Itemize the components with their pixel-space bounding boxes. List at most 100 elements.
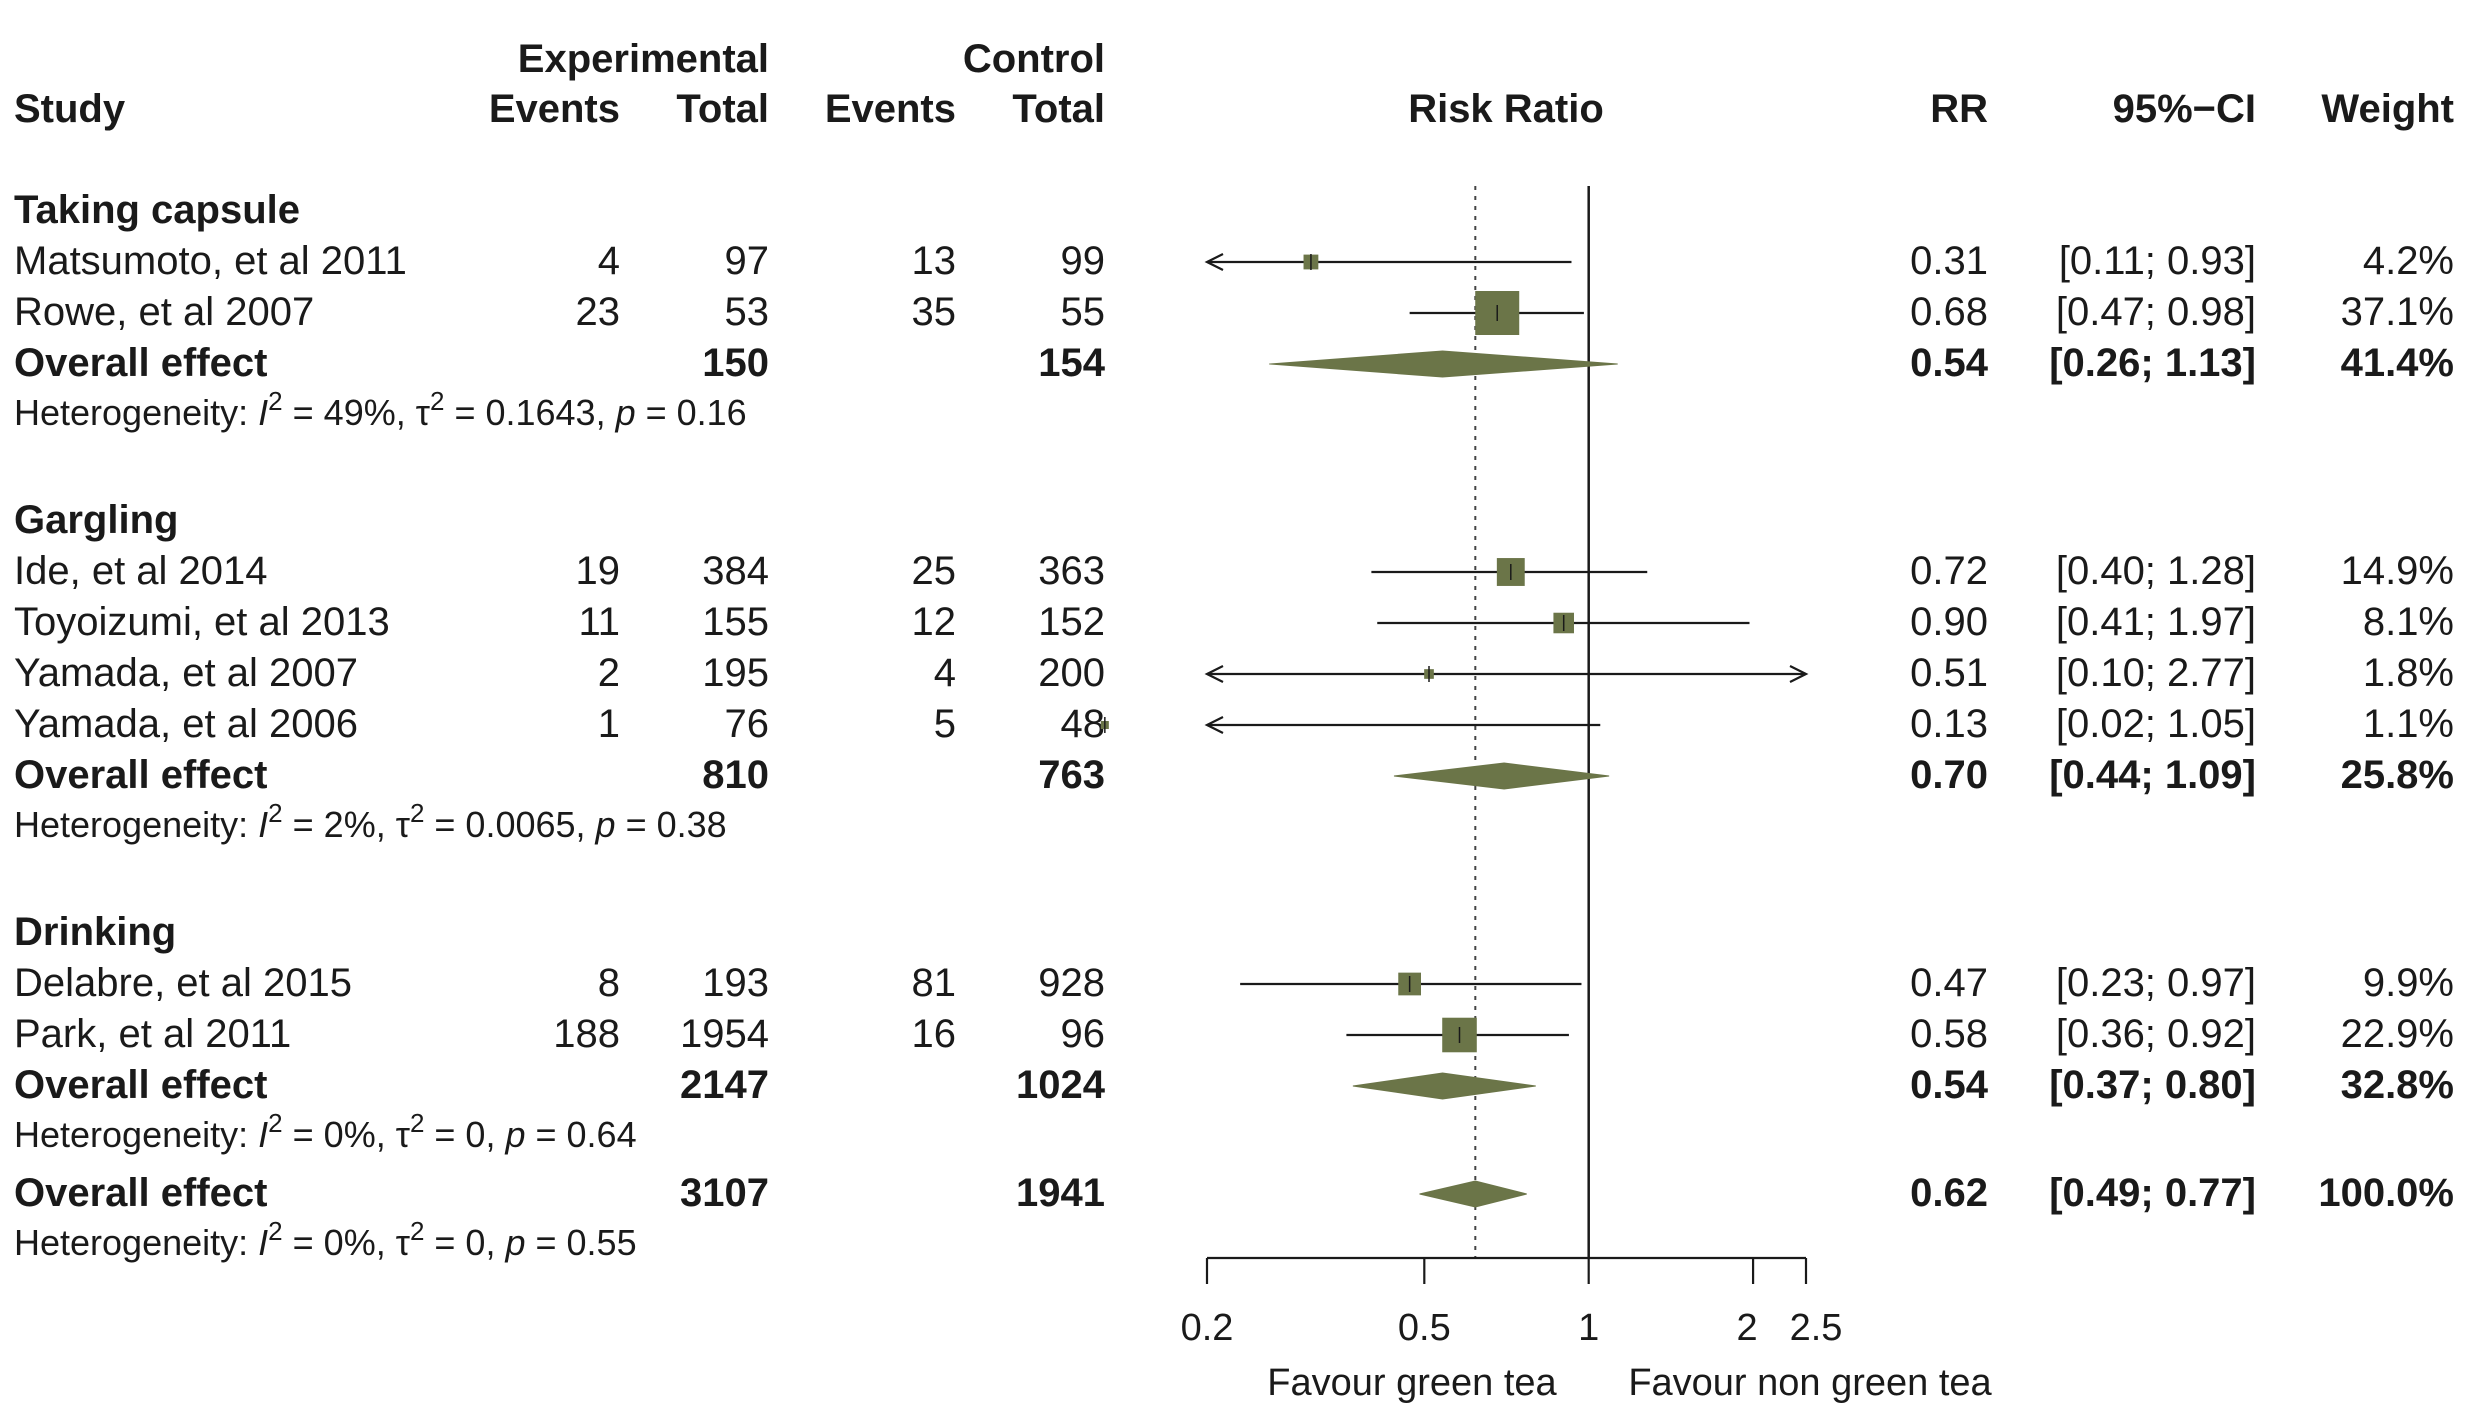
study-ci: [0.47; 0.98]: [2056, 290, 2256, 334]
x-axis-tick-label: 0.2: [1181, 1307, 1234, 1349]
subgroup-weight: 32.8%: [2341, 1063, 2454, 1107]
overall-weight: 100.0%: [2318, 1171, 2454, 1215]
subgroup-ctrl-total: 1024: [1016, 1063, 1106, 1107]
ctrl-total: 96: [1061, 1012, 1106, 1056]
exp-events: 23: [576, 290, 621, 334]
ctrl-total: 152: [1038, 600, 1105, 644]
overall-diamond: [1419, 1180, 1527, 1208]
subgroup-exp-total: 150: [702, 341, 769, 385]
ctrl-events: 12: [912, 600, 957, 644]
subgroup-rr: 0.70: [1910, 753, 1988, 797]
ctrl-total: 55: [1061, 290, 1106, 334]
subgroup-diamond: [1393, 762, 1610, 790]
header-exp-total: Total: [676, 87, 769, 131]
exp-total: 155: [702, 600, 769, 644]
ctrl-events: 35: [912, 290, 957, 334]
exp-events: 188: [553, 1012, 620, 1056]
study-name: Matsumoto, et al 2011: [14, 239, 407, 283]
exp-total: 97: [725, 239, 770, 283]
study-name: Ide, et al 2014: [14, 549, 268, 593]
study-rr: 0.31: [1910, 239, 1988, 283]
exp-total: 53: [725, 290, 770, 334]
exp-total: 193: [702, 961, 769, 1005]
study-name: Park, et al 2011: [14, 1012, 291, 1056]
subgroup-ctrl-total: 763: [1038, 753, 1105, 797]
subgroup-overall-label: Overall effect: [14, 753, 267, 797]
favour-left-label: Favour green tea: [1267, 1362, 1557, 1404]
study-rr: 0.58: [1910, 1012, 1988, 1056]
study-ci: [0.40; 1.28]: [2056, 549, 2256, 593]
ci-arrow-left: [1204, 665, 1224, 683]
group-title: Drinking: [14, 910, 176, 954]
study-weight: 14.9%: [2341, 549, 2454, 593]
ctrl-events: 4: [934, 651, 956, 695]
subgroup-overall-label: Overall effect: [14, 1063, 267, 1107]
subgroup-diamond: [1352, 1072, 1536, 1100]
subgroup-ci: [0.44; 1.09]: [2049, 753, 2256, 797]
header-ctrl-total: Total: [1012, 87, 1105, 131]
group-title: Taking capsule: [14, 188, 300, 232]
study-ci: [0.23; 0.97]: [2056, 961, 2256, 1005]
ctrl-total: 200: [1038, 651, 1105, 695]
study-rr: 0.13: [1910, 702, 1988, 746]
subgroup-ci: [0.26; 1.13]: [2049, 341, 2256, 385]
study-weight: 1.8%: [2363, 651, 2454, 695]
exp-total: 384: [702, 549, 769, 593]
exp-events: 8: [598, 961, 620, 1005]
subgroup-ci: [0.37; 0.80]: [2049, 1063, 2256, 1107]
header-ci: 95%−CI: [2113, 87, 2256, 131]
study-weight: 4.2%: [2363, 239, 2454, 283]
subgroup-ctrl-total: 154: [1038, 341, 1105, 385]
study-name: Yamada, et al 2007: [14, 651, 358, 695]
overall-exp-total: 3107: [680, 1171, 769, 1215]
subgroup-weight: 25.8%: [2341, 753, 2454, 797]
study-rr: 0.68: [1910, 290, 1988, 334]
exp-total: 195: [702, 651, 769, 695]
subgroup-overall-label: Overall effect: [14, 341, 267, 385]
study-rr: 0.51: [1910, 651, 1988, 695]
subgroup-rr: 0.54: [1910, 341, 1989, 385]
study-name: Toyoizumi, et al 2013: [14, 600, 390, 644]
x-axis-tick-label: 2.5: [1790, 1307, 1843, 1349]
header-rr: RR: [1930, 87, 1988, 131]
exp-events: 19: [576, 549, 621, 593]
overall-heterogeneity: Heterogeneity: I2 = 0%, τ2 = 0, p = 0.55: [14, 1216, 637, 1263]
subgroup-exp-total: 810: [702, 753, 769, 797]
study-ci: [0.41; 1.97]: [2056, 600, 2256, 644]
ci-arrow-left: [1204, 253, 1224, 271]
study-rr: 0.47: [1910, 961, 1988, 1005]
study-name: Delabre, et al 2015: [14, 961, 352, 1005]
ctrl-total: 48: [1061, 702, 1106, 746]
ctrl-events: 5: [934, 702, 956, 746]
ci-arrow-left: [1204, 716, 1224, 734]
exp-events: 1: [598, 702, 620, 746]
overall-ci: [0.49; 0.77]: [2049, 1171, 2256, 1215]
exp-events: 2: [598, 651, 620, 695]
study-ci: [0.36; 0.92]: [2056, 1012, 2256, 1056]
overall-rr: 0.62: [1910, 1171, 1988, 1215]
header-experimental: Experimental: [518, 37, 769, 81]
study-ci: [0.02; 1.05]: [2056, 702, 2256, 746]
group-heterogeneity: Heterogeneity: I2 = 2%, τ2 = 0.0065, p =…: [14, 798, 727, 845]
study-name: Rowe, et al 2007: [14, 290, 314, 334]
study-weight: 1.1%: [2363, 702, 2454, 746]
subgroup-diamond: [1269, 350, 1618, 378]
header-study: Study: [14, 87, 126, 131]
ctrl-events: 13: [912, 239, 957, 283]
subgroup-rr: 0.54: [1910, 1063, 1989, 1107]
study-rr: 0.72: [1910, 549, 1988, 593]
study-weight: 22.9%: [2341, 1012, 2454, 1056]
favour-right-label: Favour non green tea: [1628, 1362, 1992, 1404]
exp-total: 76: [725, 702, 770, 746]
study-rr: 0.90: [1910, 600, 1988, 644]
header-risk-ratio: Risk Ratio: [1408, 87, 1604, 131]
ctrl-events: 25: [912, 549, 957, 593]
study-weight: 8.1%: [2363, 600, 2454, 644]
ctrl-total: 928: [1038, 961, 1105, 1005]
group-title: Gargling: [14, 498, 178, 542]
study-ci: [0.10; 2.77]: [2056, 651, 2256, 695]
ctrl-total: 363: [1038, 549, 1105, 593]
subgroup-exp-total: 2147: [680, 1063, 769, 1107]
